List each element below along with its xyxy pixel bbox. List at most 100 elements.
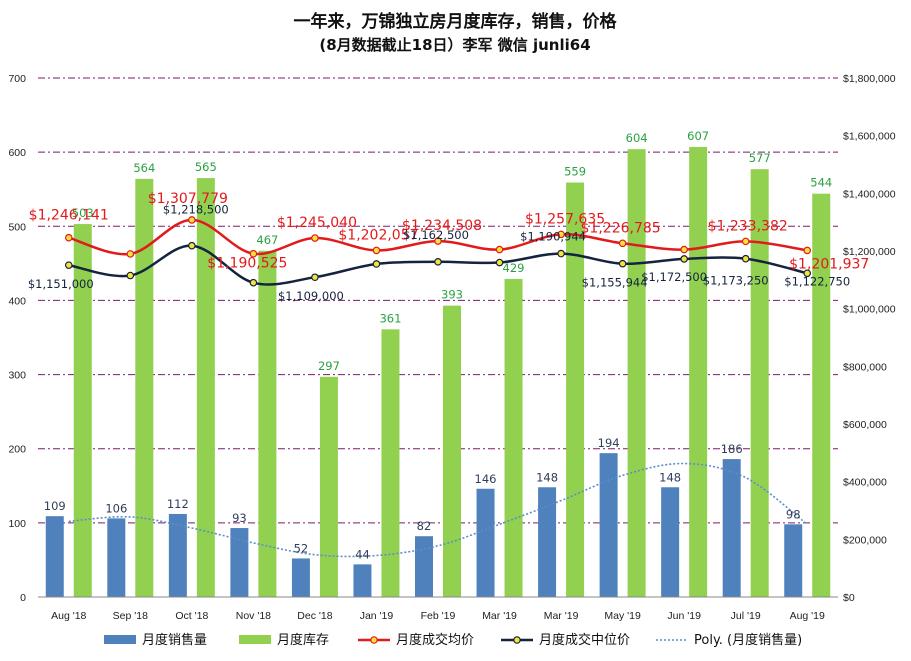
- inventory-bar: [381, 329, 400, 597]
- inventory-bar: [689, 146, 708, 597]
- right-tick-label: $1,200,000: [843, 246, 896, 258]
- avg-price-label: $1,201,937: [789, 256, 869, 272]
- inventory-value-label: 565: [195, 160, 217, 174]
- x-tick-label: Mar '19: [544, 610, 579, 622]
- sales-bar: [291, 558, 310, 597]
- avg-price-marker: [434, 237, 442, 245]
- legend-label-sales: 月度销售量: [142, 632, 207, 648]
- sales-bar: [107, 518, 126, 597]
- median-price-marker: [372, 260, 381, 268]
- avg-price-marker: [557, 230, 565, 239]
- median-price-label: $1,172,500: [641, 270, 707, 284]
- x-axis-ticks: Aug '18 Sep '18 Oct '18 Nov '18 Dec '18 Jan '…: [51, 610, 825, 622]
- right-axis-ticks: $0 $200,000 $400,000 $600,000 $800,000 $1,000…: [843, 73, 896, 604]
- sales-bar: [538, 487, 557, 597]
- left-tick-label: 300: [8, 370, 26, 382]
- sales-value-label: 93: [232, 511, 247, 525]
- inventory-value-label: 564: [133, 161, 155, 175]
- inventory-bar: [258, 250, 277, 597]
- x-tick-label: Nov '18: [236, 610, 271, 622]
- trendline: [68, 462, 808, 558]
- price-lines: [64, 216, 812, 287]
- median-price-label: $1,173,250: [703, 274, 769, 288]
- poly-trendline: [68, 462, 808, 558]
- avg-price-label: $1,257,635: [525, 211, 605, 227]
- data-labels: 109 503 106 564 112 565 93 467 52 297 44 361 82 393 14…: [28, 129, 869, 561]
- inventory-bar: [135, 178, 154, 597]
- legend-label-avg: 月度成交均价: [396, 632, 474, 648]
- median-price-marker: [557, 249, 565, 258]
- avg-price-marker: [188, 216, 196, 224]
- right-tick-label: $1,000,000: [843, 304, 896, 316]
- sales-bar: [661, 487, 680, 597]
- inventory-bar: [566, 182, 585, 597]
- chart-title: 一年来，万锦独立房月度库存，销售，价格: [294, 11, 618, 32]
- sales-bar: [415, 536, 433, 597]
- inventory-bar: [504, 278, 523, 597]
- avg-price-label: $1,233,382: [708, 218, 788, 234]
- inventory-value-label: 393: [441, 288, 463, 302]
- avg-price-label: $1,307,779: [148, 191, 228, 207]
- median-price-marker: [249, 278, 258, 287]
- median-price-marker: [803, 269, 812, 278]
- median-price-marker: [741, 254, 750, 263]
- left-tick-label: 0: [20, 592, 26, 604]
- avg-price-marker: [495, 245, 504, 254]
- inventory-bar: [627, 149, 646, 598]
- inventory-bar: [812, 193, 831, 598]
- sales-value-label: 82: [417, 519, 432, 533]
- left-tick-label: 100: [8, 518, 26, 530]
- avg-price-marker: [680, 245, 688, 254]
- x-tick-label: Dec '18: [297, 610, 332, 622]
- x-tick-label: Aug '18: [51, 610, 86, 622]
- x-tick-label: Mar '19: [482, 610, 517, 622]
- x-tick-label: Sep '18: [113, 610, 148, 622]
- inventory-bar: [319, 376, 338, 597]
- right-tick-label: $800,000: [843, 361, 887, 373]
- legend-label-median: 月度成交中位价: [539, 632, 630, 648]
- legend-label-trend: Poly. (月度销售量): [694, 632, 802, 648]
- median-price-marker: [126, 271, 135, 280]
- legend-label-inventory: 月度库存: [277, 632, 329, 648]
- avg-price-label: $1,245,040: [277, 215, 357, 231]
- avg-price-marker: [618, 239, 627, 248]
- inventory-value-label: 503: [72, 206, 94, 220]
- avg-price-marker: [311, 234, 319, 242]
- avg-price-marker: [741, 237, 750, 246]
- inventory-value-label: 467: [256, 233, 278, 247]
- right-tick-label: $400,000: [843, 477, 887, 489]
- legend: 月度销售量 月度库存 月度成交均价 月度成交中位价 Poly. (月度销售量): [104, 632, 802, 648]
- sales-value-label: 112: [167, 497, 189, 511]
- median-price-marker: [188, 241, 196, 250]
- inventory-value-label: 544: [810, 176, 832, 190]
- right-tick-label: $0: [843, 592, 855, 604]
- right-tick-label: $1,800,000: [843, 73, 896, 85]
- left-tick-label: 700: [8, 73, 26, 85]
- sales-value-label: 44: [355, 547, 370, 561]
- legend-swatch-inventory: [239, 635, 271, 644]
- x-tick-label: Jun '19: [667, 610, 701, 622]
- inventory-bar: [73, 224, 92, 597]
- inventory-value-label: 559: [564, 165, 586, 179]
- median-price-marker: [495, 258, 504, 267]
- avg-price-marker: [126, 250, 135, 258]
- median-price-marker: [434, 258, 442, 266]
- sales-bar: [784, 524, 803, 597]
- avg-price-marker: [249, 249, 258, 258]
- inventory-value-label: 607: [687, 129, 709, 143]
- sales-value-label: 148: [536, 470, 558, 484]
- inventory-value-label: 604: [626, 131, 648, 145]
- bars: [45, 146, 831, 598]
- sales-value-label: 148: [659, 470, 681, 484]
- median-price-label: $1,190,944: [520, 230, 586, 244]
- legend-marker-median: [513, 636, 521, 644]
- median-price-marker: [64, 261, 73, 269]
- avg-price-label: $1,226,785: [581, 220, 661, 236]
- x-tick-label: Oct '18: [175, 610, 208, 622]
- avg-price-label: $1,234,508: [402, 218, 482, 234]
- x-tick-label: Aug '19: [790, 610, 825, 622]
- x-tick-label: May '19: [604, 610, 641, 622]
- median-price-label: $1,162,500: [403, 228, 469, 242]
- median-price-label: $1,122,750: [784, 274, 850, 288]
- chart-subtitle: (8月数据截止18日）李军 微信 junli64: [319, 36, 590, 54]
